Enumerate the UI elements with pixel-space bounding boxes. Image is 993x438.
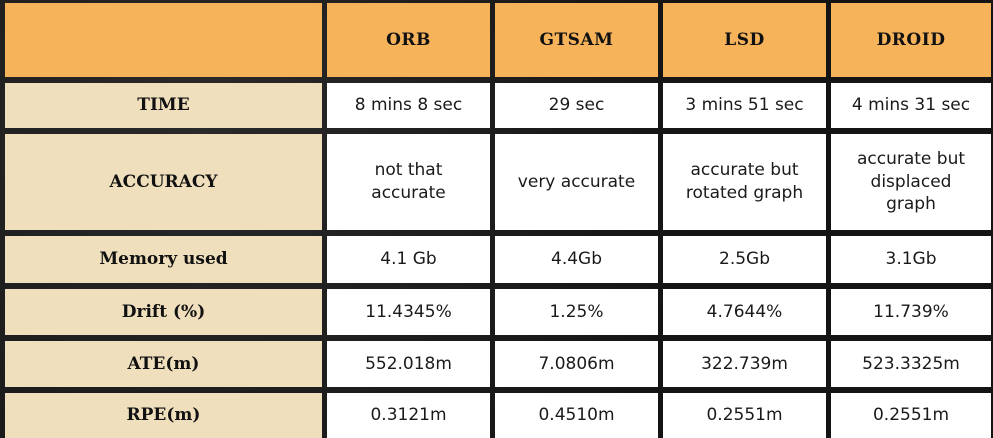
cell-time-gtsam: 29 sec [495, 83, 658, 128]
cell-ate-gtsam: 7.0806m [495, 341, 658, 387]
row-label-ate: ATE(m) [5, 341, 322, 387]
cell-accuracy-lsd: accurate but rotated graph [663, 134, 826, 230]
cell-rpe-orb: 0.3121m [327, 393, 490, 438]
cell-ate-orb: 552.018m [327, 341, 490, 387]
cell-time-orb: 8 mins 8 sec [327, 83, 490, 128]
cell-time-lsd: 3 mins 51 sec [663, 83, 826, 128]
header-corner-cell [5, 3, 322, 77]
cell-rpe-lsd: 0.2551m [663, 393, 826, 438]
row-label-rpe: RPE(m) [5, 393, 322, 438]
cell-time-droid: 4 mins 31 sec [831, 83, 991, 128]
header-gtsam: GTSAM [495, 3, 658, 77]
cell-ate-lsd: 322.739m [663, 341, 826, 387]
row-label-memory: Memory used [5, 236, 322, 283]
cell-rpe-droid: 0.2551m [831, 393, 991, 438]
cell-rpe-gtsam: 0.4510m [495, 393, 658, 438]
cell-drift-gtsam: 1.25% [495, 289, 658, 335]
header-lsd: LSD [663, 3, 826, 77]
cell-accuracy-orb: not that accurate [327, 134, 490, 230]
cell-accuracy-droid: accurate but displaced graph [831, 134, 991, 230]
cell-drift-lsd: 4.7644% [663, 289, 826, 335]
cell-memory-orb: 4.1 Gb [327, 236, 490, 283]
cell-memory-droid: 3.1Gb [831, 236, 991, 283]
cell-ate-droid: 523.3325m [831, 341, 991, 387]
row-label-time: TIME [5, 83, 322, 128]
header-orb: ORB [327, 3, 490, 77]
header-droid: DROID [831, 3, 991, 77]
cell-drift-orb: 11.4345% [327, 289, 490, 335]
cell-drift-droid: 11.739% [831, 289, 991, 335]
cell-memory-gtsam: 4.4Gb [495, 236, 658, 283]
row-label-accuracy: ACCURACY [5, 134, 322, 230]
row-label-drift: Drift (%) [5, 289, 322, 335]
cell-memory-lsd: 2.5Gb [663, 236, 826, 283]
cell-accuracy-gtsam: very accurate [495, 134, 658, 230]
